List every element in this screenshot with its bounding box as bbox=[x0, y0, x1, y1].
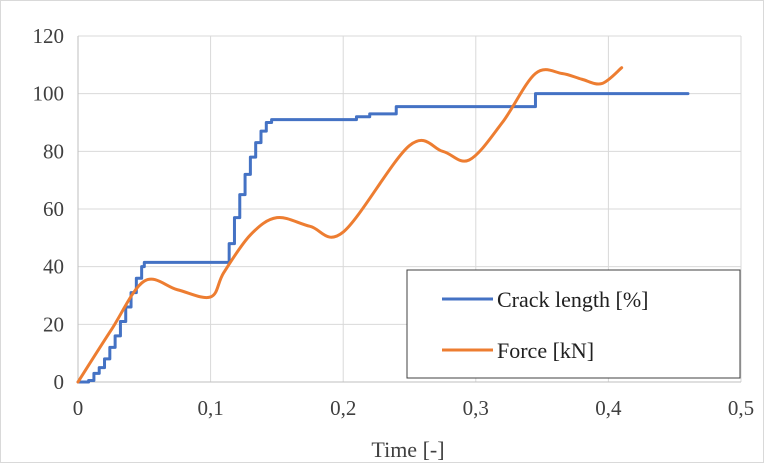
y-tick-label: 100 bbox=[33, 82, 65, 106]
x-tick-label: 0,4 bbox=[595, 396, 622, 420]
series-group bbox=[76, 66, 690, 384]
x-tick-label: 0,2 bbox=[330, 396, 356, 420]
legend-label-crack-length: Crack length [%] bbox=[497, 287, 649, 312]
y-tick-label: 60 bbox=[43, 197, 64, 221]
y-tick-label: 20 bbox=[43, 312, 64, 336]
legend-box bbox=[406, 269, 741, 379]
x-tick-label: 0 bbox=[73, 396, 84, 420]
y-tick-label: 120 bbox=[33, 24, 65, 48]
x-tick-label: 0,5 bbox=[728, 396, 754, 420]
x-tick-label: 0,1 bbox=[197, 396, 223, 420]
series-line-crack-length bbox=[76, 92, 690, 384]
y-tick-label: 0 bbox=[54, 370, 65, 394]
x-axis-title: Time [-] bbox=[371, 437, 444, 462]
tick-labels: 0 20 40 60 80 100 120 0 0,1 0,2 0,3 0,4 0,5 bbox=[33, 24, 755, 420]
axes bbox=[77, 36, 741, 383]
legend-label-force: Force [kN] bbox=[497, 338, 594, 363]
y-tick-label: 80 bbox=[43, 139, 64, 163]
x-tick-label: 0,3 bbox=[463, 396, 489, 420]
legend: Crack length [%] Force [kN] bbox=[406, 269, 741, 379]
y-tick-label: 40 bbox=[43, 255, 64, 279]
series-line-force-kn bbox=[76, 66, 624, 384]
